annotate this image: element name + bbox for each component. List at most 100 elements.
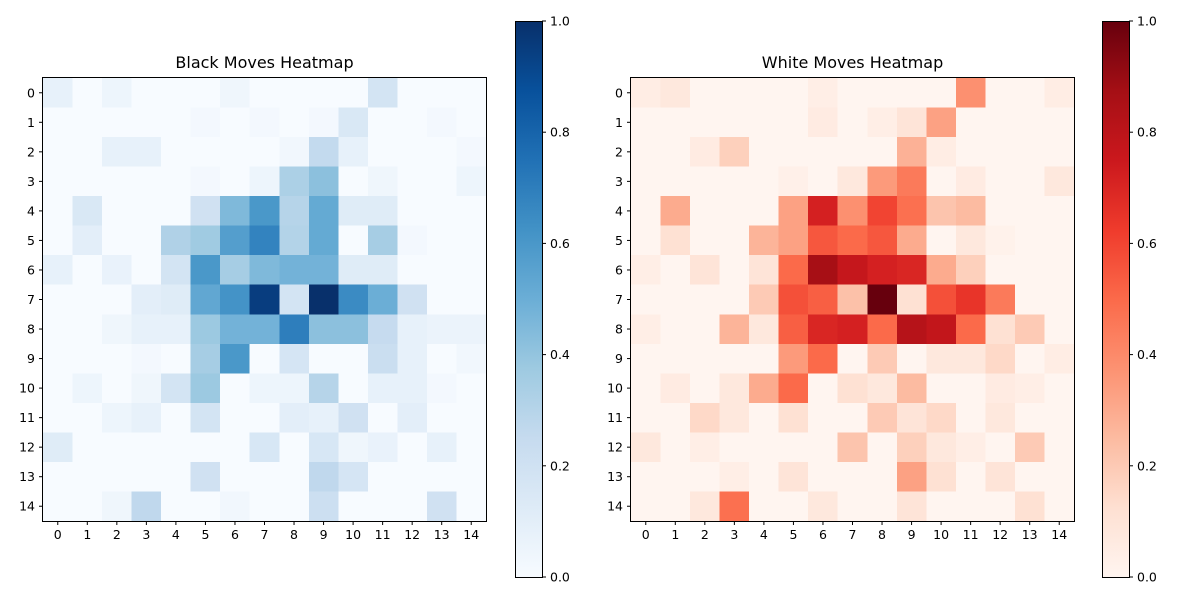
black-colorbar [515,21,543,578]
black-cell-r11-c10 [338,402,369,433]
white-cell-r0-c14 [1044,78,1075,109]
white-cell-r14-c4 [749,491,780,522]
black-colorbar-tick-label: 0.8 [550,125,570,140]
white-cell-r6-c1 [660,255,691,286]
white-cell-r2-c2 [690,137,721,168]
black-cell-r0-c0 [43,78,74,109]
white-cell-r9-c12 [985,343,1016,374]
black-cell-r5-c14 [456,225,487,256]
black-cell-r1-c3 [131,107,162,138]
black-cell-r9-c7 [249,343,280,374]
black-x-tick-label: 10 [345,527,361,542]
white-cell-r7-c14 [1044,284,1075,315]
black-cell-r4-c7 [249,196,280,227]
black-cell-r2-c8 [279,137,310,168]
black-cell-r2-c7 [249,137,280,168]
white-cell-r12-c0 [631,432,662,463]
white-cell-r14-c8 [867,491,898,522]
white-cell-r4-c10 [926,196,957,227]
white-cell-r10-c2 [690,373,721,404]
black-cell-r1-c11 [367,107,398,138]
white-y-tick-label: 0 [615,85,623,100]
black-cell-r11-c3 [131,402,162,433]
black-cell-r3-c6 [220,166,251,197]
black-cell-r7-c11 [367,284,398,315]
white-cell-r6-c13 [1014,255,1045,286]
black-cell-r14-c8 [279,491,310,522]
white-cell-r3-c4 [749,166,780,197]
white-cell-r9-c13 [1014,343,1045,374]
white-cell-r5-c14 [1044,225,1075,256]
white-cell-r7-c10 [926,284,957,315]
white-cell-r3-c13 [1014,166,1045,197]
white-cell-r0-c6 [808,78,839,109]
black-cell-r12-c14 [456,432,487,463]
white-cell-r10-c3 [719,373,750,404]
white-cell-r6-c6 [808,255,839,286]
black-cell-r14-c7 [249,491,280,522]
white-cell-r10-c0 [631,373,662,404]
white-cell-r3-c6 [808,166,839,197]
white-cell-r1-c7 [837,107,868,138]
black-cell-r10-c9 [308,373,339,404]
white-cell-r2-c11 [955,137,986,168]
black-cell-r5-c11 [367,225,398,256]
black-cell-r8-c7 [249,314,280,345]
black-colorbar-tick-label: 0.4 [550,347,570,362]
white-cell-r8-c14 [1044,314,1075,345]
black-cell-r4-c9 [308,196,339,227]
white-cell-r10-c11 [955,373,986,404]
black-cell-r7-c2 [102,284,133,315]
black-cell-r13-c13 [426,461,457,492]
white-cell-r2-c10 [926,137,957,168]
black-cell-r12-c7 [249,432,280,463]
black-cell-r2-c1 [72,137,103,168]
white-x-tick-label: 7 [849,527,857,542]
black-cell-r11-c0 [43,402,74,433]
white-cell-r3-c5 [778,166,809,197]
white-cell-r12-c12 [985,432,1016,463]
black-cell-r5-c4 [161,225,192,256]
white-heatmap-title: White Moves Heatmap [762,53,943,72]
black-cell-r5-c0 [43,225,74,256]
black-x-tick-label: 4 [172,527,180,542]
black-cell-r3-c4 [161,166,192,197]
black-cell-r1-c13 [426,107,457,138]
black-cell-r8-c1 [72,314,103,345]
white-cell-r1-c8 [867,107,898,138]
black-cell-r14-c14 [456,491,487,522]
black-cell-r6-c12 [397,255,428,286]
black-y-tick-label: 3 [27,174,35,189]
black-cell-r9-c11 [367,343,398,374]
white-cell-r5-c6 [808,225,839,256]
black-cell-r7-c10 [338,284,369,315]
black-cell-r12-c1 [72,432,103,463]
white-cell-r9-c10 [926,343,957,374]
black-cell-r13-c2 [102,461,133,492]
black-cell-r1-c1 [72,107,103,138]
white-cell-r8-c2 [690,314,721,345]
black-cell-r7-c4 [161,284,192,315]
black-cell-r0-c1 [72,78,103,109]
black-cell-r4-c10 [338,196,369,227]
white-cell-r1-c6 [808,107,839,138]
black-x-tick-label: 7 [261,527,269,542]
black-cell-r6-c3 [131,255,162,286]
white-cell-r11-c5 [778,402,809,433]
white-cell-r1-c3 [719,107,750,138]
white-y-tick-label: 13 [607,469,623,484]
white-cell-r14-c11 [955,491,986,522]
white-cell-r4-c3 [719,196,750,227]
white-cell-r6-c14 [1044,255,1075,286]
black-y-tick-label: 4 [27,203,35,218]
black-cell-r1-c8 [279,107,310,138]
black-cell-r11-c2 [102,402,133,433]
white-cell-r13-c2 [690,461,721,492]
white-cell-r14-c9 [896,491,927,522]
black-cell-r2-c2 [102,137,133,168]
white-cell-r3-c2 [690,166,721,197]
white-cell-r8-c12 [985,314,1016,345]
white-cell-r3-c14 [1044,166,1075,197]
black-x-tick-label: 3 [142,527,150,542]
black-cell-r6-c11 [367,255,398,286]
